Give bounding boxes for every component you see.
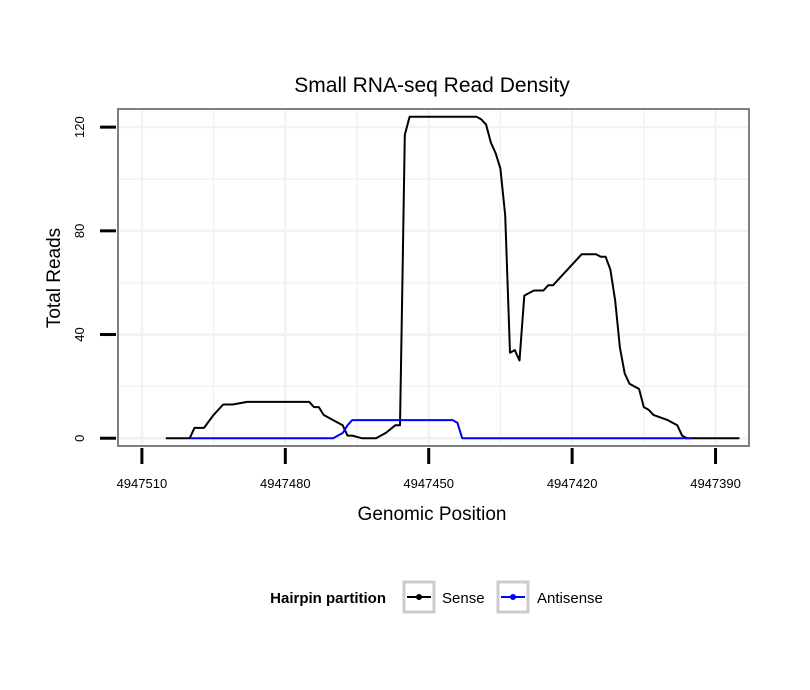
y-tick-label: 80 [72,224,87,238]
y-axis: 0 40 80 120 [72,116,116,442]
x-tick-label: 4947480 [260,476,311,491]
legend-marker-antisense [510,594,516,600]
legend-label-antisense: Antisense [537,590,603,607]
series-line-sense [165,115,740,440]
y-tick-label: 120 [72,116,87,138]
series-lines [165,115,740,440]
x-axis-label: Genomic Position [358,504,507,525]
legend-marker-sense [416,594,422,600]
x-axis: 4947510 4947480 4947450 4947420 4947390 [117,448,741,491]
chart-title: Small RNA-seq Read Density [294,74,570,97]
series-line-antisense [189,419,692,440]
legend-entry-antisense: Antisense [496,580,603,614]
x-tick-label: 4947450 [403,476,454,491]
legend-entry-sense: Sense [402,580,485,614]
y-tick-label: 0 [72,435,87,442]
legend: Hairpin partition Sense Antisense [270,580,603,614]
legend-label-sense: Sense [442,590,485,607]
legend-title: Hairpin partition [270,590,386,607]
x-tick-label: 4947510 [117,476,168,491]
plot-panel [117,108,750,447]
x-tick-label: 4947390 [690,476,741,491]
y-tick-label: 40 [72,327,87,341]
x-tick-label: 4947420 [547,476,598,491]
y-axis-label: Total Reads [44,228,65,328]
